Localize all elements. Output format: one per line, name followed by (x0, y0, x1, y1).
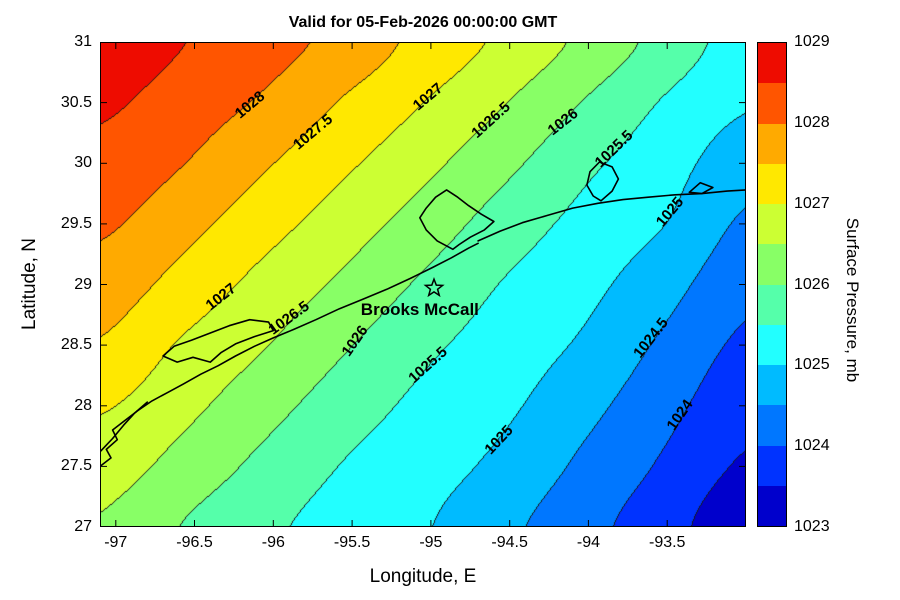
colorbar-tick-label: 1029 (794, 33, 830, 50)
colorbar-band (758, 43, 786, 84)
x-tick-label: -96 (261, 534, 285, 551)
y-tick-label: 27 (74, 518, 92, 535)
colorbar-tick-label: 1023 (794, 518, 830, 535)
x-tick-label: -95.5 (333, 534, 371, 551)
map-plot-area: 1028 1027.5 1027 1026.5 1026 1025.5 1025 1027 10… (100, 42, 746, 527)
x-tick-label: -95 (419, 534, 443, 551)
figure-title: Valid for 05-Feb-2026 00:00:00 GMT (288, 14, 558, 31)
colorbar-tick-label: 1028 (794, 113, 830, 131)
colorbar-band (758, 365, 786, 406)
colorbar-band (758, 123, 786, 164)
colorbar (757, 42, 787, 527)
y-tick-label: 28 (74, 396, 92, 414)
colorbar-band (758, 204, 786, 245)
colorbar-band (758, 445, 786, 486)
station-label: Brooks McCall (360, 299, 479, 319)
x-tick-label: -93.5 (648, 534, 686, 551)
colorbar-band (758, 83, 786, 124)
y-tick-label: 31 (74, 33, 92, 50)
y-tick-label: 28.5 (60, 336, 92, 354)
colorbar-tick-label: 1024 (794, 437, 830, 455)
y-tick-label: 27.5 (60, 457, 92, 475)
colorbar-tick-label: 1026 (794, 275, 830, 293)
colorbar-band (758, 163, 786, 204)
y-tick-label: 29.5 (60, 214, 92, 232)
colorbar-band (758, 324, 786, 365)
colorbar-tick-label: 1027 (794, 194, 830, 212)
x-tick-label: -96.5 (176, 534, 213, 551)
pressure-field-canvas (100, 42, 746, 527)
colorbar-label: Surface Pressure, mb (843, 217, 862, 383)
x-axis-label: Longitude, E (369, 566, 477, 587)
y-tick-label: 30.5 (60, 93, 92, 111)
colorbar-band (758, 485, 786, 526)
colorbar-band (758, 284, 786, 325)
x-tick-label: -97 (104, 534, 128, 551)
colorbar-band (758, 244, 786, 285)
y-tick-label: 30 (74, 154, 92, 172)
x-tick-label: -94.5 (491, 534, 528, 551)
y-tick-label: 29 (74, 275, 92, 293)
colorbar-tick-label: 1025 (794, 356, 830, 374)
colorbar-band (758, 405, 786, 446)
x-tick-label: -94 (576, 534, 600, 551)
